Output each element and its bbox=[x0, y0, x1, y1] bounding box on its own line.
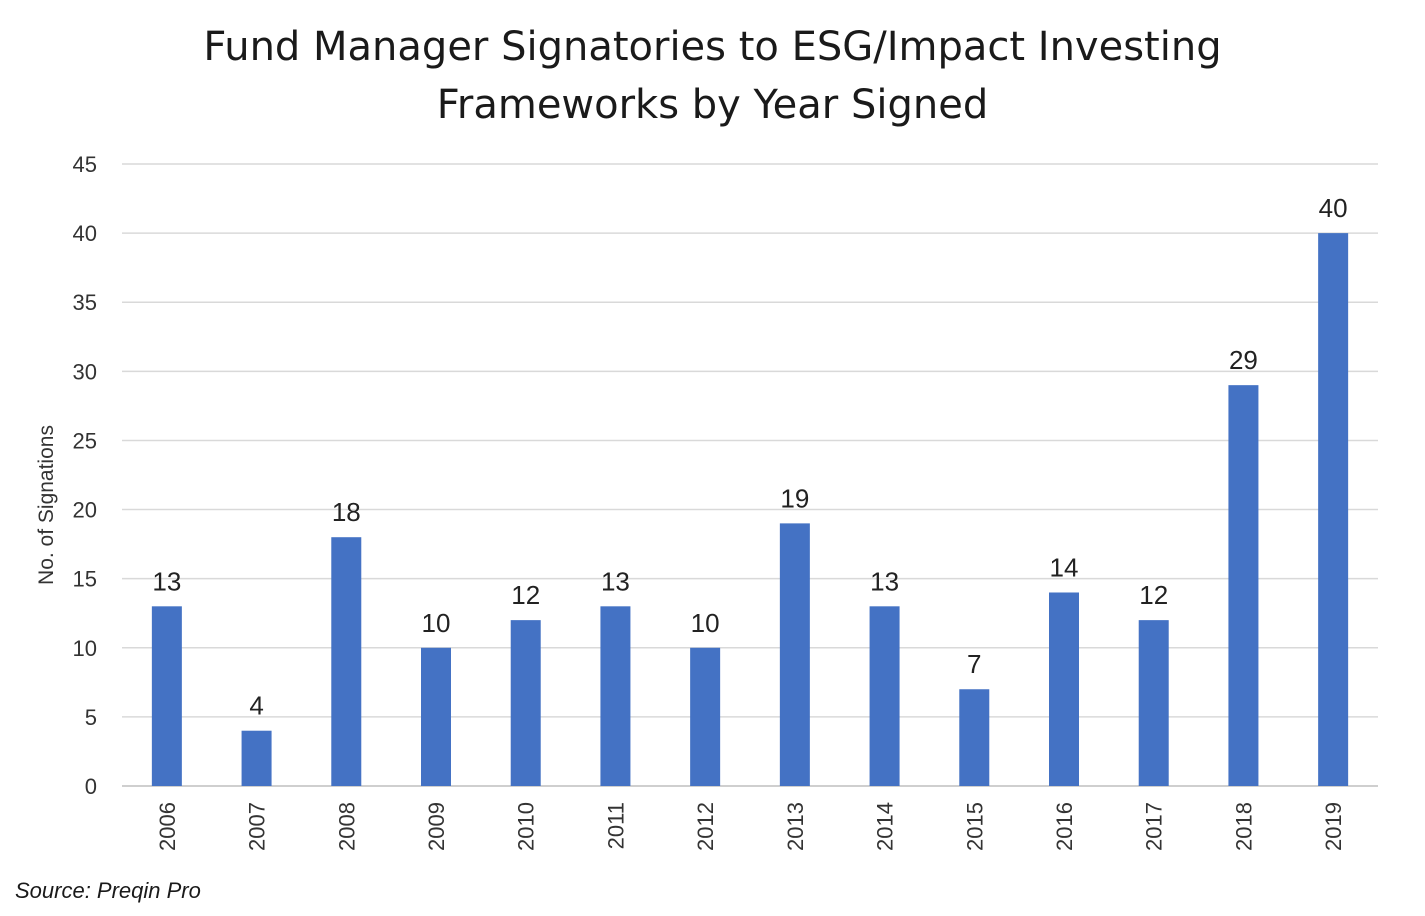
data-label-2016: 14 bbox=[1050, 552, 1079, 582]
bar-2012 bbox=[690, 647, 721, 786]
data-label-2019: 40 bbox=[1319, 193, 1348, 223]
x-axis-ticks: 2006 2007 2008 2009 2010 2011 2012 2013 2014 2015… bbox=[155, 802, 1346, 851]
data-label-2014: 13 bbox=[870, 566, 899, 596]
chart-title-line-1: Fund Manager Signatories to ESG/Impact I… bbox=[203, 24, 1222, 70]
y-tick-label: 45 bbox=[73, 152, 97, 177]
bar-2013 bbox=[779, 523, 810, 786]
y-tick-label: 0 bbox=[85, 774, 97, 799]
x-tick-label-2014: 2014 bbox=[873, 802, 898, 851]
data-label-2018: 29 bbox=[1229, 345, 1258, 375]
y-tick-label: 35 bbox=[73, 290, 97, 315]
source-note: Source: Preqin Pro bbox=[15, 878, 201, 903]
data-label-2010: 12 bbox=[511, 580, 540, 610]
bars bbox=[151, 233, 1349, 787]
bar-2010 bbox=[510, 620, 541, 786]
x-tick-label-2018: 2018 bbox=[1231, 802, 1256, 851]
y-tick-label: 5 bbox=[85, 705, 97, 730]
y-tick-label: 10 bbox=[73, 636, 97, 661]
bar-2019 bbox=[1318, 233, 1349, 787]
bar-2011 bbox=[600, 606, 631, 786]
y-tick-label: 40 bbox=[73, 221, 97, 246]
gridlines bbox=[122, 163, 1378, 787]
x-tick-label-2019: 2019 bbox=[1321, 802, 1346, 851]
y-axis-title: No. of Signations bbox=[35, 425, 58, 585]
x-tick-label-2013: 2013 bbox=[783, 802, 808, 851]
x-tick-label-2015: 2015 bbox=[962, 802, 987, 851]
x-tick-label-2007: 2007 bbox=[245, 802, 270, 851]
x-tick-label-2006: 2006 bbox=[155, 802, 180, 851]
x-tick-label-2016: 2016 bbox=[1052, 802, 1077, 851]
x-tick-label-2008: 2008 bbox=[334, 802, 359, 851]
bar-2008 bbox=[331, 537, 362, 786]
bar-2018 bbox=[1228, 385, 1259, 786]
data-label-2011: 13 bbox=[601, 566, 630, 596]
bar-2007 bbox=[241, 730, 272, 786]
data-label-2013: 19 bbox=[780, 483, 809, 513]
data-label-2007: 4 bbox=[249, 691, 263, 721]
x-tick-label-2012: 2012 bbox=[693, 802, 718, 851]
y-tick-label: 15 bbox=[73, 567, 97, 592]
data-label-2009: 10 bbox=[422, 608, 451, 638]
x-tick-label-2009: 2009 bbox=[424, 802, 449, 851]
bar-2016 bbox=[1049, 592, 1079, 786]
data-label-2008: 18 bbox=[332, 497, 361, 527]
x-tick-label-2011: 2011 bbox=[603, 802, 628, 849]
data-labels: 13 4 18 10 12 13 10 19 13 7 14 12 29 40 bbox=[152, 193, 1347, 721]
y-tick-label: 30 bbox=[73, 359, 97, 384]
bar-2014 bbox=[869, 606, 900, 786]
data-label-2006: 13 bbox=[152, 566, 181, 596]
chart-title: Fund Manager Signatories to ESG/Impact I… bbox=[0, 18, 1425, 134]
data-label-2015: 7 bbox=[967, 649, 981, 679]
data-label-2017: 12 bbox=[1139, 580, 1168, 610]
data-label-2012: 10 bbox=[691, 608, 720, 638]
bar-2015 bbox=[959, 689, 990, 786]
x-tick-label-2010: 2010 bbox=[514, 802, 539, 851]
bar-2009 bbox=[421, 647, 451, 786]
y-tick-label: 20 bbox=[73, 498, 97, 523]
y-axis-ticks: 0 5 10 15 20 25 30 35 40 45 bbox=[73, 152, 97, 799]
bar-2017 bbox=[1138, 620, 1169, 786]
bar-2006 bbox=[151, 606, 182, 786]
chart-title-line-2: Frameworks by Year Signed bbox=[436, 82, 989, 128]
y-tick-label: 25 bbox=[73, 428, 97, 453]
x-tick-label-2017: 2017 bbox=[1142, 802, 1167, 851]
